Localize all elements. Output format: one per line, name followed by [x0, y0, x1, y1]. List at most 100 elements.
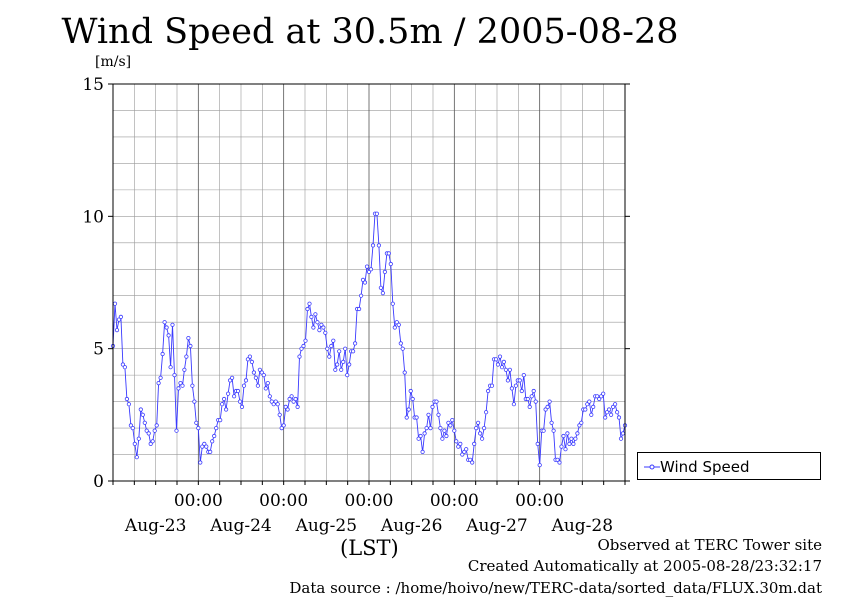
data-point [527, 404, 532, 409]
data-point [414, 415, 419, 420]
data-point [559, 444, 564, 449]
data-point [450, 417, 455, 423]
data-point [416, 436, 421, 441]
data-point [517, 378, 522, 383]
data-point [503, 367, 508, 372]
data-point [186, 335, 191, 341]
data-point [220, 402, 225, 407]
y-axis-unit-label: [m/s] [95, 54, 132, 70]
data-point [462, 449, 467, 454]
data-point [285, 407, 290, 412]
data-point [483, 410, 489, 415]
x-axis-label: (LST) [340, 536, 399, 560]
data-point [603, 415, 608, 420]
data-point [126, 402, 131, 407]
data-point [477, 431, 483, 436]
data-point [120, 362, 126, 367]
data-point [337, 349, 342, 354]
data-point [130, 425, 135, 431]
data-point [232, 394, 237, 399]
data-point [241, 383, 247, 388]
data-point [557, 460, 562, 465]
data-point [606, 407, 612, 412]
data-point [444, 433, 449, 439]
data-point [170, 322, 175, 327]
data-point [116, 317, 122, 322]
data-point [456, 444, 461, 449]
data-point [164, 325, 169, 330]
legend-marker-icon [644, 464, 660, 470]
data-point [235, 388, 241, 394]
data-point [597, 396, 602, 402]
data-point [212, 433, 217, 439]
data-point [549, 420, 554, 425]
data-point [321, 325, 326, 330]
data-point [329, 343, 334, 349]
data-point [495, 362, 501, 367]
data-point [128, 423, 133, 428]
data-point [343, 346, 348, 351]
data-point [533, 399, 538, 404]
data-point [370, 243, 376, 248]
data-point [319, 322, 324, 327]
data-point [505, 378, 510, 383]
data-point [440, 436, 445, 441]
data-point [479, 436, 485, 441]
data-point [263, 386, 268, 391]
data-point [404, 415, 409, 420]
data-point [122, 365, 128, 370]
x-tick-date-label: Aug-26 [380, 516, 442, 536]
data-point [309, 314, 314, 319]
data-point [251, 370, 256, 375]
data-point [569, 436, 574, 441]
data-point [424, 425, 429, 431]
data-point [493, 357, 499, 362]
data-point [188, 343, 193, 349]
data-point [158, 375, 163, 380]
data-point [345, 372, 350, 378]
data-point [452, 428, 457, 433]
data-point [255, 383, 260, 388]
data-point [610, 404, 616, 409]
data-point [218, 417, 223, 423]
data-point [152, 428, 157, 433]
y-tick-label: 10 [82, 207, 104, 227]
x-tick-time-label: 00:00 [174, 491, 223, 511]
data-point [388, 261, 393, 267]
data-point [335, 362, 340, 367]
data-point [257, 367, 262, 372]
data-point [198, 460, 203, 465]
data-point [303, 338, 308, 343]
data-point [305, 306, 310, 312]
data-point [475, 420, 481, 425]
data-point [279, 425, 284, 431]
data-point [551, 428, 556, 433]
data-point [281, 423, 286, 428]
data-point [168, 365, 173, 370]
data-point [392, 325, 397, 330]
observed-note: Observed at TERC Tower site [597, 536, 822, 554]
data-point [418, 433, 423, 439]
data-point [481, 425, 487, 431]
data-point [464, 447, 469, 452]
data-point [144, 428, 149, 433]
data-point [398, 341, 403, 346]
grid-lines [113, 84, 625, 481]
x-tick-date-label: Aug-24 [209, 516, 271, 536]
data-point [587, 399, 592, 404]
data-point [124, 396, 130, 402]
data-point [368, 267, 374, 272]
data-point [438, 425, 443, 431]
data-point [430, 404, 435, 409]
data-point [545, 404, 550, 409]
data-point [166, 333, 171, 338]
data-point [485, 388, 491, 394]
data-point [474, 425, 479, 431]
data-point [525, 396, 530, 402]
data-point [390, 301, 395, 306]
data-point [362, 280, 368, 285]
data-point [604, 410, 610, 415]
data-point [531, 388, 536, 394]
data-point [156, 380, 161, 386]
data-point [192, 399, 197, 404]
